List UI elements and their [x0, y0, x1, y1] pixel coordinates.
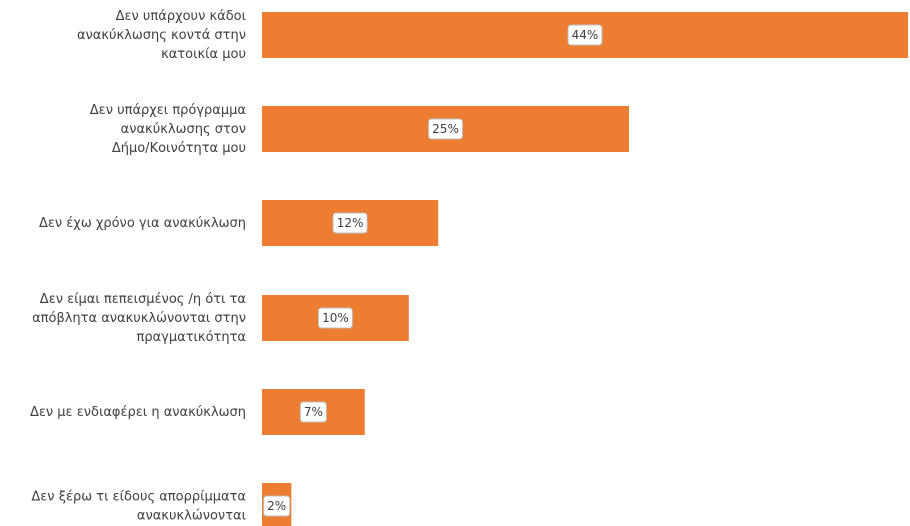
data-label-text: 12%: [337, 216, 364, 230]
category-label-line: ανακύκλωσης κοντά στην: [77, 28, 246, 43]
category-label-line: απόβλητα ανακυκλώνονται στην: [32, 311, 246, 326]
data-label-box: [317, 307, 353, 329]
data-label-3: 12%: [332, 212, 368, 234]
category-label-line: ανακύκλωσης στον: [121, 122, 246, 137]
category-label-2: Δεν υπάρχει πρόγραμμα ανακύκλωσης στον Δήμ…: [90, 103, 246, 156]
category-label-line: Δεν ξέρω τι είδους απορρίμματα: [31, 490, 246, 505]
data-label-2: 25%: [428, 118, 464, 140]
data-label-box: [567, 24, 603, 46]
category-label-3: Δεν έχω χρόνο για ανακύκλωση: [39, 216, 246, 231]
category-label-line: Δεν έχω χρόνο για ανακύκλωση: [39, 216, 246, 231]
category-label-line: ανακυκλώνονται: [137, 509, 246, 524]
category-label-line: Δεν είμαι πεπεισμένος /η ότι τα: [40, 292, 246, 307]
data-label-text: 7%: [304, 405, 323, 419]
data-label-box: [332, 212, 368, 234]
data-label-text: 10%: [322, 311, 349, 325]
category-label-5: Δεν με ενδιαφέρει η ανακύκλωση: [30, 405, 246, 420]
data-label-5: 7%: [299, 401, 327, 423]
data-label-text: 44%: [572, 28, 599, 42]
category-label-1: Δεν υπάρχουν κάδοι ανακύκλωσης κοντά στην…: [77, 9, 246, 62]
category-label-line: Δεν υπάρχει πρόγραμμα: [90, 103, 246, 118]
category-label-6: Δεν ξέρω τι είδους απορρίμματα ανακυκλώνο…: [31, 490, 246, 524]
data-label-text: 25%: [432, 122, 459, 136]
category-label-line: Δεν υπάρχουν κάδοι: [116, 9, 246, 24]
category-label-4: Δεν είμαι πεπεισμένος /η ότι τα απόβλητα …: [32, 292, 246, 345]
data-label-6: 2%: [263, 495, 291, 517]
category-label-line: Δεν με ενδιαφέρει η ανακύκλωση: [30, 405, 246, 420]
data-label-box: [428, 118, 464, 140]
data-label-4: 10%: [317, 307, 353, 329]
category-label-line: κατοικία μου: [161, 47, 246, 62]
data-label-box: [263, 495, 291, 517]
category-label-line: πραγματικότητα: [137, 330, 246, 345]
bars-layer: [262, 12, 908, 526]
category-label-line: Δήμο/Κοινότητα μου: [112, 141, 246, 156]
data-labels: 44% 25% 12% 10% 7% 2%: [263, 24, 603, 517]
category-labels: Δεν υπάρχουν κάδοι ανακύκλωσης κοντά στην…: [30, 9, 246, 524]
data-label-1: 44%: [567, 24, 603, 46]
data-label-text: 2%: [267, 499, 286, 513]
data-label-box: [299, 401, 327, 423]
